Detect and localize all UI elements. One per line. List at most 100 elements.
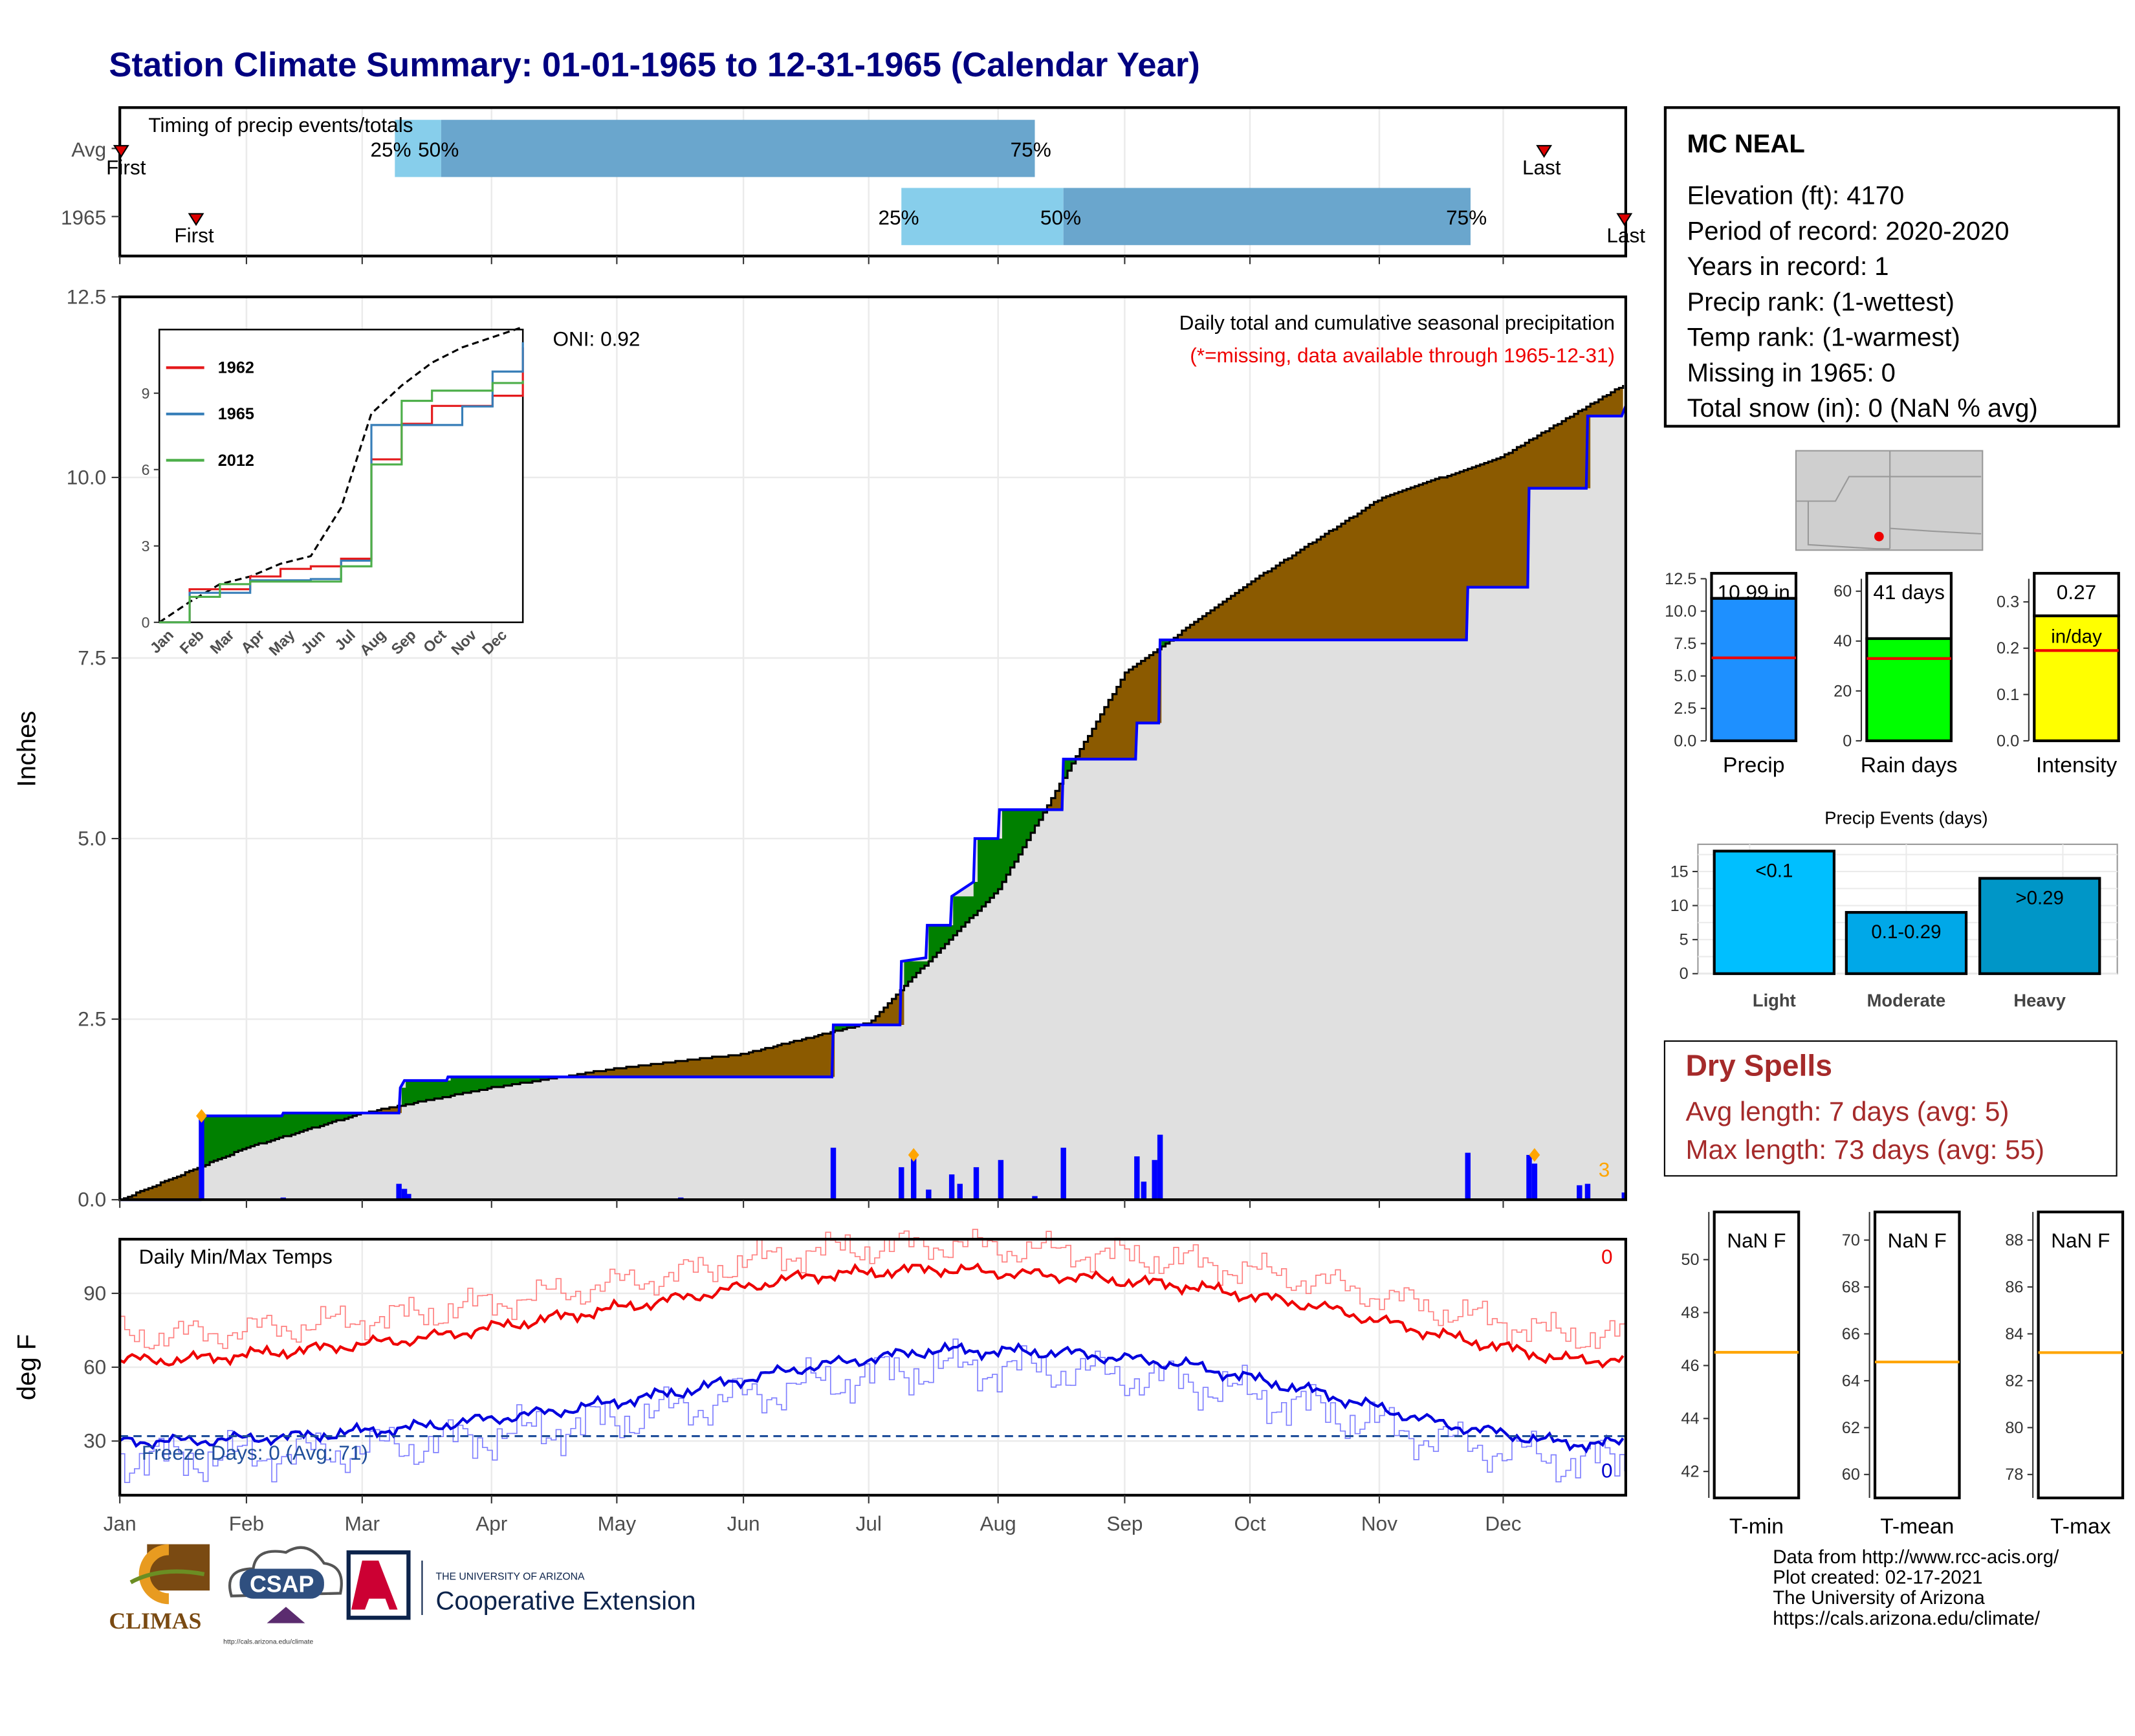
- temp-panel-box: [2037, 1210, 2125, 1500]
- row-label-year: 1965: [61, 206, 106, 229]
- inset-month-label: Mar: [206, 626, 237, 657]
- inset-legend-label: 1962: [218, 359, 254, 377]
- timing-label: Timing of precip events/totals: [148, 113, 413, 137]
- month-label: Sep: [1106, 1512, 1143, 1535]
- station-name: MC NEAL: [1687, 131, 1805, 160]
- summary-bars: 0.0 2.5 5.0 7.5 10.0 12.5 10.99 in Precip 0 20 40 6…: [1665, 570, 2120, 777]
- station-snow: Total snow (in): 0 (NaN % avg): [1687, 395, 2038, 424]
- events-y-tick: 5: [1680, 931, 1689, 949]
- events-bar-label: <0.1: [1755, 860, 1793, 881]
- avg-50-75-band: [441, 120, 1035, 177]
- temp-panel-y-tick: 80: [2005, 1419, 2023, 1437]
- station-missing: Missing in 1965: 0: [1687, 359, 1896, 388]
- deficit-area: [124, 388, 1623, 1200]
- daily-precip-bar: [401, 1189, 408, 1200]
- summary-unit: in/day: [2051, 626, 2102, 647]
- year-first-label: First: [174, 224, 214, 247]
- month-label: Oct: [1234, 1512, 1265, 1535]
- inset-month-label: Dec: [479, 626, 510, 657]
- missing-note: (*=missing, data available through 1965-…: [1190, 344, 1615, 367]
- avg-first-label: First: [106, 155, 146, 179]
- row-label-avg: Avg: [71, 138, 106, 161]
- oni-label: ONI: 0.92: [553, 327, 640, 351]
- station-elevation: Elevation (ft): 4170: [1687, 182, 1905, 212]
- temp-panel-label: T-mean: [1880, 1515, 1954, 1539]
- temp-panel-box: [1713, 1210, 1801, 1500]
- dry-spells-avg: Avg length: 7 days (avg: 5): [1685, 1097, 2009, 1128]
- summary-bar-1: 0 20 40 60 41 days Rain days: [1834, 571, 1957, 777]
- events-y-tick: 0: [1680, 965, 1689, 983]
- summary-bar-box: [1710, 571, 1798, 600]
- daily-max-1965: [120, 1229, 1626, 1350]
- precip-chart: 0.0 2.5 5.0 7.5 10.0 12.5 Daily total and cum…: [13, 285, 1627, 1211]
- events-bar-moderate: [1845, 910, 1968, 975]
- events-category: Heavy: [2013, 990, 2066, 1010]
- summary-y-tick: 0.3: [1997, 593, 2019, 611]
- avg-first-marker: [113, 145, 129, 159]
- avg-last-label: Last: [1522, 155, 1561, 179]
- footer-line: Data from http://www.rcc-acis.org/: [1773, 1545, 2059, 1568]
- daily-precip-bar: [910, 1154, 917, 1200]
- month-label: May: [598, 1512, 637, 1535]
- year-p25: 25%: [878, 206, 919, 229]
- precip-ylabel: Inches: [13, 711, 41, 787]
- ua-big-text: Cooperative Extension: [435, 1587, 695, 1616]
- summary-bar-fill: [2033, 614, 2120, 743]
- daily-precip-bar: [926, 1189, 932, 1200]
- temp-panel-y-tick: 50: [1681, 1251, 1699, 1269]
- temp-panel-box: [1873, 1210, 1961, 1500]
- inset-y-tick: 9: [142, 385, 150, 402]
- month-label: Mar: [345, 1512, 380, 1535]
- month-label: Jul: [856, 1512, 882, 1535]
- event-marker: [196, 1109, 207, 1123]
- summary-y-tick: 0: [1843, 732, 1852, 750]
- summary-y-tick: 5.0: [1674, 667, 1696, 685]
- daily-precip-bar: [1152, 1159, 1157, 1200]
- locator-map: [1795, 450, 1984, 551]
- inset-month-label: Jun: [298, 626, 328, 657]
- temp-panel-value: NaN F: [2051, 1229, 2110, 1252]
- temp-panel-y-tick: 62: [1842, 1419, 1860, 1437]
- summary-y-tick: 12.5: [1665, 570, 1696, 588]
- temp-panel-label: T-min: [1729, 1515, 1784, 1539]
- year-first-marker: [188, 213, 204, 226]
- temp-panel-t-max: 78 80 82 84 86 88 NaN F T-max: [2005, 1210, 2125, 1539]
- summary-y-tick: 20: [1834, 682, 1852, 700]
- daily-min-1965: [120, 1338, 1626, 1484]
- summary-bar-box: [1865, 571, 1953, 641]
- events-bar-label: >0.29: [2015, 887, 2064, 908]
- daily-precip-bar: [1584, 1183, 1591, 1200]
- events-title: Precip Events (days): [1824, 808, 1987, 828]
- summary-bar-fill: [1865, 637, 1953, 743]
- summary-y-tick: 0.0: [1674, 732, 1696, 750]
- summary-y-tick: 7.5: [1674, 635, 1696, 653]
- avg-max-line: [119, 1262, 1625, 1369]
- temp-panel-y-tick: 86: [2005, 1278, 2023, 1296]
- climas-text: CLIMAS: [109, 1608, 201, 1634]
- daily-precip-bar: [1032, 1196, 1038, 1200]
- summary-value: 10.99 in: [1718, 580, 1790, 604]
- summary-y-tick: 0.1: [1997, 686, 2019, 704]
- avg-p50: 50%: [418, 138, 459, 161]
- page-title: Station Climate Summary: 01-01-1965 to 1…: [109, 46, 1200, 85]
- summary-value: 0.27: [2057, 580, 2096, 604]
- inset-y-tick: 6: [142, 461, 150, 478]
- temp-panel-y-tick: 48: [1681, 1304, 1699, 1322]
- csap-text: CSAP: [250, 1571, 314, 1597]
- temp-panel-y-tick: 44: [1681, 1410, 1699, 1428]
- station-details: Elevation (ft): 4170 Period of record: 2…: [1687, 180, 2038, 428]
- daily-precip-bar: [1465, 1152, 1471, 1200]
- year-last-label: Last: [1606, 224, 1645, 247]
- inset-month-label: Aug: [356, 626, 389, 659]
- events-bar-label: 0.1-0.29: [1871, 921, 1941, 943]
- temp-panel-y-tick: 64: [1842, 1372, 1860, 1390]
- daily-precip-bar: [957, 1183, 963, 1200]
- station-temp-rank: Temp rank: (1-warmest): [1687, 324, 1960, 353]
- timing-frame: [118, 106, 1627, 258]
- year-50-75-band: [1063, 188, 1471, 245]
- temp-y-tick: 90: [83, 1281, 106, 1304]
- daily-precip-bar: [830, 1147, 837, 1200]
- inset-series-2012: [159, 380, 524, 624]
- year-p75: 75%: [1446, 206, 1487, 229]
- daily-precip-bar: [396, 1183, 402, 1200]
